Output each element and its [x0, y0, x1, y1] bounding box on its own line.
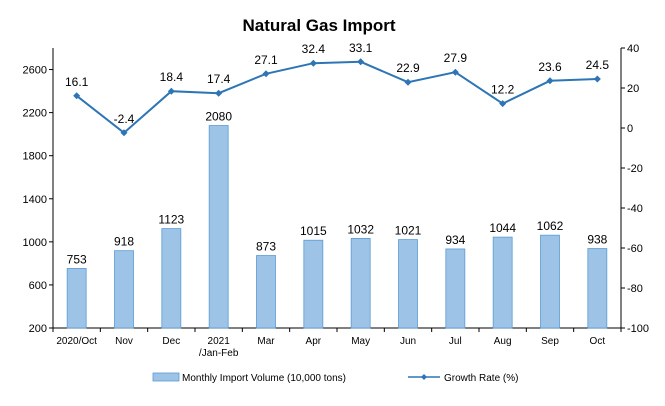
bar-value-label: 938 [587, 233, 607, 247]
left-tick-label: 600 [29, 280, 47, 292]
bar-value-label: 1062 [537, 219, 564, 233]
growth-rate-label: 23.6 [538, 60, 562, 74]
chart-title: Natural Gas Import [242, 16, 395, 35]
growth-rate-point [120, 129, 128, 137]
import-volume-bar [350, 237, 371, 329]
growth-rate-point [215, 89, 223, 97]
growth-rate-label: 22.9 [396, 61, 420, 75]
growth-rate-point [167, 87, 175, 95]
growth-rate-series [73, 58, 601, 137]
left-tick-label: 2200 [23, 108, 47, 120]
category-label: Mar [257, 336, 275, 347]
legend-bar-swatch [152, 372, 180, 382]
import-volume-bar [587, 248, 608, 329]
bar-value-label: 1015 [300, 224, 327, 238]
growth-rate-point [451, 68, 459, 76]
bar-value-label: 1021 [395, 224, 422, 238]
growth-rate-point [262, 70, 270, 78]
bar-series [66, 125, 608, 329]
left-axis-ticks: 200 600 1000 1400 1800 2200 2600 [23, 65, 53, 335]
growth-rate-label: 33.1 [349, 41, 373, 55]
category-label: Apr [306, 336, 322, 347]
category-label: Nov [115, 336, 133, 347]
growth-rate-label: 12.2 [491, 83, 515, 97]
bar-value-labels: 753 918 1123 2080 873 1015 1032 1021 934 1044 1062… [67, 110, 608, 267]
bar-value-label: 753 [67, 252, 87, 266]
import-volume-bar [66, 268, 87, 329]
category-label: Aug [494, 336, 512, 347]
growth-rate-point [404, 78, 412, 86]
right-tick-label: -20 [627, 163, 643, 175]
left-tick-label: 200 [29, 323, 47, 335]
bar-value-label: 1032 [347, 222, 374, 236]
right-tick-label: 20 [627, 83, 639, 95]
right-tick-label: -40 [627, 203, 643, 215]
growth-rate-label: 17.4 [207, 72, 231, 86]
category-label: 2020/Oct [56, 336, 97, 347]
right-tick-label: -60 [627, 243, 643, 255]
import-volume-bar [492, 236, 513, 329]
legend: Monthly Import Volume (10,000 tons) Grow… [152, 372, 518, 384]
growth-rate-label: 18.4 [160, 70, 184, 84]
import-volume-bar [303, 239, 324, 329]
import-volume-bar [256, 255, 276, 329]
bar-value-label: 1044 [489, 221, 516, 235]
category-label: May [351, 336, 370, 347]
category-label: 2021/Jan-Feb [199, 336, 239, 359]
import-volume-bar [540, 234, 560, 329]
import-volume-bar [114, 250, 134, 329]
growth-rate-point [357, 58, 365, 66]
growth-rate-point [499, 100, 507, 108]
right-tick-label: 0 [627, 123, 633, 135]
right-tick-label: 40 [627, 43, 639, 55]
growth-rate-point [309, 59, 317, 67]
growth-rate-point [593, 75, 601, 83]
category-label: Jul [449, 336, 462, 347]
category-label: Jun [400, 336, 416, 347]
right-tick-label: -100 [627, 323, 649, 335]
bar-value-label: 934 [445, 233, 465, 247]
legend-bar-label: Monthly Import Volume (10,000 tons) [182, 373, 346, 384]
import-volume-bar [161, 228, 182, 329]
import-volume-bar [445, 248, 466, 329]
left-tick-label: 1400 [23, 194, 47, 206]
growth-rate-label: 16.1 [65, 75, 89, 89]
left-tick-label: 1800 [23, 151, 47, 163]
growth-rate-label: 32.4 [302, 42, 326, 56]
growth-rate-point [546, 77, 554, 85]
growth-rate-point [73, 92, 81, 100]
left-tick-label: 2600 [23, 65, 47, 77]
x-axis-ticks: 2020/Oct Nov Dec 2021/Jan-Feb Mar Apr May Jun Ju… [52, 328, 622, 359]
left-tick-label: 1000 [23, 237, 47, 249]
growth-rate-label: -2.4 [114, 112, 135, 126]
category-label: Dec [162, 336, 180, 347]
growth-rate-label: 27.9 [444, 51, 468, 65]
growth-rate-label: 24.5 [586, 58, 610, 72]
right-axis-ticks: -100 -80 -60 -40 -20 0 20 40 [621, 43, 649, 335]
import-volume-bar [398, 239, 418, 329]
growth-rate-label: 27.1 [254, 53, 278, 67]
bar-value-label: 873 [256, 240, 276, 254]
bar-value-label: 1123 [158, 213, 184, 227]
bar-value-label: 2080 [205, 110, 232, 124]
right-tick-label: -80 [627, 283, 643, 295]
legend-line-marker [421, 374, 427, 380]
bar-value-label: 918 [114, 235, 134, 249]
legend-line-label: Growth Rate (%) [444, 373, 518, 384]
category-label: Oct [590, 336, 606, 347]
growth-rate-line [76, 60, 598, 135]
import-volume-bar [208, 125, 229, 329]
category-label: Sep [541, 336, 559, 347]
growth-rate-labels: 16.1 -2.4 18.4 17.4 27.1 32.4 33.1 22.9 27.9 12.2… [65, 41, 609, 126]
